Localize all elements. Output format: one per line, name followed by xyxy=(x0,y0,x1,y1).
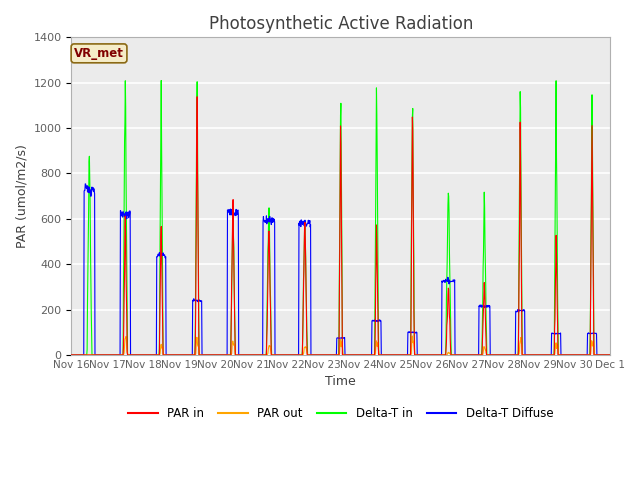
Title: Photosynthetic Active Radiation: Photosynthetic Active Radiation xyxy=(209,15,473,33)
Y-axis label: PAR (umol/m2/s): PAR (umol/m2/s) xyxy=(15,144,28,248)
X-axis label: Time: Time xyxy=(325,375,356,388)
Text: VR_met: VR_met xyxy=(74,47,124,60)
Legend: PAR in, PAR out, Delta-T in, Delta-T Diffuse: PAR in, PAR out, Delta-T in, Delta-T Dif… xyxy=(124,402,558,425)
